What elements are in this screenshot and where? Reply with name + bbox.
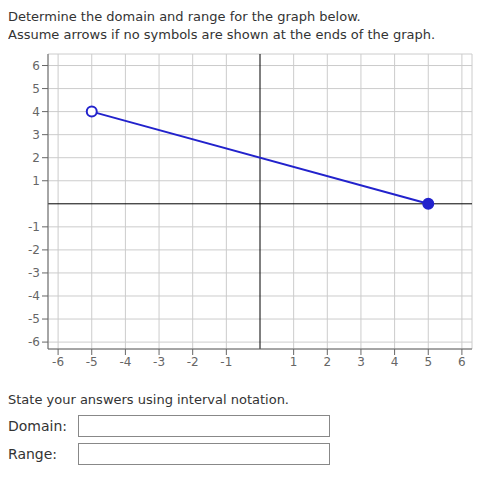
- html-text:Domain:: Domain:: [8, 418, 67, 434]
- svg-text:6: 6: [32, 59, 40, 73]
- svg-text:-2: -2: [187, 355, 199, 369]
- svg-text:1: 1: [32, 174, 40, 188]
- svg-text:-4: -4: [28, 289, 40, 303]
- svg-text:-1: -1: [220, 355, 232, 369]
- svg-text:3: 3: [32, 128, 40, 142]
- svg-text:-5: -5: [28, 312, 40, 326]
- svg-text:-6: -6: [52, 355, 64, 369]
- svg-text:2: 2: [323, 355, 331, 369]
- svg-text:3: 3: [357, 355, 365, 369]
- svg-text:2: 2: [32, 151, 40, 165]
- svg-text:-6: -6: [28, 335, 40, 349]
- svg-text:5: 5: [424, 355, 432, 369]
- svg-text:-3: -3: [153, 355, 165, 369]
- html-text:Assume arrows if no symbols ar: Assume arrows if no symbols are shown at…: [8, 27, 436, 42]
- svg-text:-4: -4: [119, 355, 131, 369]
- html-text:Range:: Range:: [8, 446, 58, 462]
- svg-text:-2: -2: [28, 243, 40, 257]
- svg-text:-3: -3: [28, 266, 40, 280]
- html-text:Determine the domain and range: Determine the domain and range for the g…: [8, 9, 361, 24]
- svg-text:1: 1: [290, 355, 298, 369]
- svg-text:-5: -5: [86, 355, 98, 369]
- svg-text:4: 4: [391, 355, 399, 369]
- svg-text:-1: -1: [28, 220, 40, 234]
- svg-text:6: 6: [458, 355, 466, 369]
- svg-text:4: 4: [32, 105, 40, 119]
- html-text:State your answers using inter: State your answers using interval notati…: [8, 392, 289, 407]
- svg-text:5: 5: [32, 82, 40, 96]
